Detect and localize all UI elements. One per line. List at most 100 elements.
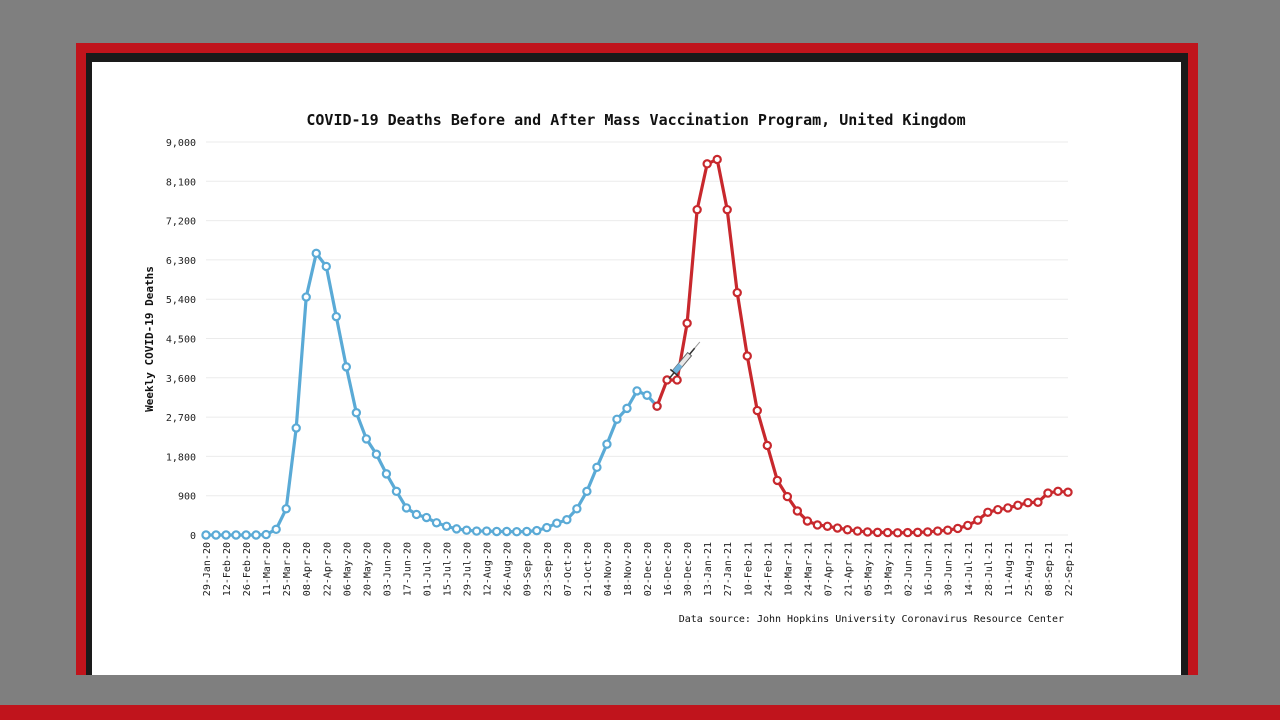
data-point-after (852, 526, 863, 536)
y-tick-label: 5,400 (166, 295, 196, 306)
chart-title: COVID-19 Deaths Before and After Mass Va… (306, 111, 965, 129)
x-tick-label: 25-Mar-20 (282, 542, 293, 596)
data-point-before (642, 390, 652, 400)
data-point-after (712, 154, 722, 165)
x-tick-label: 04-Nov-20 (603, 542, 614, 596)
data-point-after (782, 491, 793, 502)
x-tick-label: 29-Jan-20 (202, 542, 213, 596)
data-point-before (612, 414, 622, 424)
data-point-before (391, 486, 402, 497)
x-tick-label: 11-Mar-20 (262, 542, 273, 596)
x-tick-label: 10-Mar-21 (783, 542, 794, 596)
data-point-before (281, 504, 291, 514)
data-point-after (862, 527, 873, 537)
data-point-after (892, 528, 903, 538)
data-point-before (622, 403, 632, 414)
x-tick-labels: 29-Jan-20 12-Feb-20 26-Feb-20 11-Mar-20 25-M… (202, 542, 1075, 596)
data-point-before (331, 311, 342, 322)
data-point-after (963, 520, 973, 531)
data-point-after (872, 527, 883, 538)
x-tick-label: 22-Sep-21 (1064, 542, 1075, 596)
data-point-before (411, 509, 422, 520)
bottom-red-bar (0, 705, 1280, 720)
y-axis-label: Weekly COVID-19 Deaths (143, 266, 156, 412)
data-point-before (421, 512, 432, 523)
y-tick-label: 0 (190, 531, 196, 542)
x-tick-label: 13-Jan-21 (703, 542, 714, 596)
data-point-before (532, 525, 542, 536)
data-point-after (1063, 487, 1073, 497)
data-point-before (491, 526, 502, 537)
y-tick-label: 4,500 (166, 335, 196, 346)
data-point-before (261, 529, 271, 540)
x-tick-label: 15-Jul-20 (443, 542, 454, 596)
x-tick-label: 16-Jun-21 (924, 542, 935, 596)
data-point-before (602, 439, 612, 449)
data-point-after (912, 527, 923, 538)
x-tick-label: 20-May-20 (362, 542, 373, 596)
x-tick-label: 21-Oct-20 (583, 542, 594, 596)
x-tick-label: 26-Feb-20 (242, 542, 253, 596)
data-point-before (381, 469, 392, 479)
x-tick-label: 19-May-21 (884, 542, 895, 596)
data-point-before (481, 526, 492, 536)
data-point-before (351, 408, 362, 418)
data-point-after (983, 507, 993, 517)
data-source-note: Data source: John Hopkins University Cor… (679, 614, 1064, 625)
data-point-after (732, 287, 742, 298)
chart-panel (92, 62, 1181, 675)
data-point-after (1053, 486, 1063, 497)
data-point-before (431, 518, 442, 528)
data-point-before (522, 526, 532, 537)
x-tick-label: 11-Aug-21 (1004, 542, 1015, 596)
data-point-after (772, 475, 783, 486)
data-point-after (762, 440, 773, 451)
data-point-after (672, 375, 682, 385)
x-tick-label: 24-Feb-21 (763, 542, 774, 596)
data-point-after (882, 527, 893, 538)
y-tick-label: 7,200 (166, 217, 196, 228)
x-tick-label: 12-Feb-20 (222, 542, 233, 596)
y-tick-label: 2,700 (166, 413, 196, 424)
y-tick-label: 1,800 (166, 452, 196, 463)
x-tick-label: 08-Apr-20 (302, 542, 313, 596)
x-tick-label: 02-Jun-21 (904, 542, 915, 596)
x-tick-label: 21-Apr-21 (843, 542, 854, 596)
data-point-before (471, 526, 482, 536)
data-point-after (922, 527, 933, 537)
data-point-after (812, 520, 823, 530)
data-point-after (822, 521, 833, 531)
series-line-after (655, 157, 1069, 535)
data-point-before (401, 503, 412, 513)
data-point-after (932, 526, 943, 536)
x-tick-label: 22-Apr-20 (322, 542, 333, 596)
x-tick-label: 28-Jul-21 (984, 542, 995, 596)
x-tick-label: 16-Dec-20 (663, 542, 674, 596)
data-point-before (582, 486, 592, 497)
x-tick-label: 24-Mar-21 (803, 542, 814, 596)
x-tick-label: 08-Sep-21 (1044, 542, 1055, 596)
data-point-after (722, 204, 732, 215)
data-point-before (592, 462, 602, 473)
data-point-after (902, 527, 913, 538)
data-point-after (1033, 497, 1043, 507)
data-point-before (632, 386, 642, 396)
data-point-after (792, 506, 803, 516)
data-point-after (973, 515, 983, 525)
data-point-before (321, 261, 331, 272)
data-point-before (241, 530, 251, 540)
data-point-after (842, 525, 853, 535)
data-point-before (301, 292, 311, 302)
data-point-before (361, 434, 372, 444)
x-tick-label: 18-Nov-20 (623, 542, 634, 596)
x-tick-label: 26-Aug-20 (503, 542, 514, 596)
x-tick-label: 14-Jul-21 (964, 542, 975, 596)
data-point-before (271, 524, 281, 535)
data-point-before (371, 449, 382, 459)
x-tick-label: 17-Jun-20 (402, 542, 413, 596)
x-tick-label: 02-Dec-20 (643, 542, 654, 596)
x-tick-label: 12-Aug-20 (483, 542, 494, 596)
x-tick-label: 05-May-21 (864, 542, 875, 596)
data-point-before (562, 515, 572, 525)
